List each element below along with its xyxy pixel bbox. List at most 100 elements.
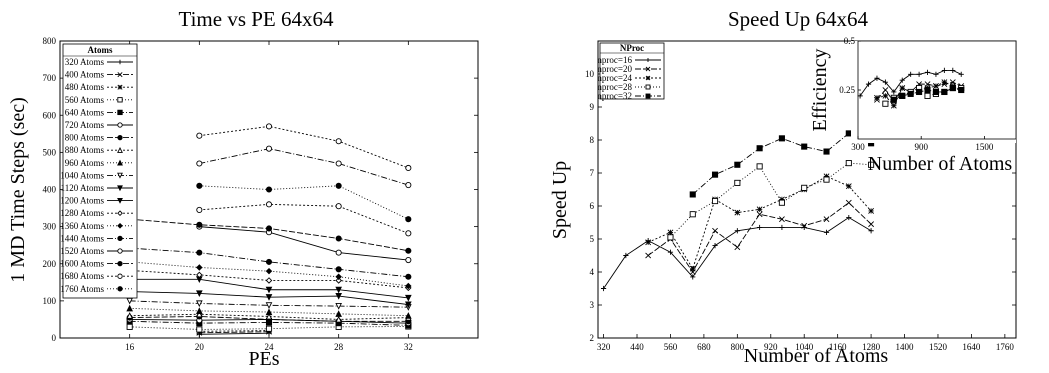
point-marker <box>645 239 652 246</box>
point-marker <box>899 85 906 91</box>
data-point <box>899 92 906 99</box>
point-marker <box>899 92 906 99</box>
plot-frame <box>597 40 1017 339</box>
series <box>196 123 412 172</box>
data-point <box>868 161 875 168</box>
data-point <box>196 290 203 298</box>
point-marker <box>265 277 273 284</box>
data-point <box>117 97 123 103</box>
data-point <box>712 243 718 249</box>
legend-label: 880 Atoms <box>65 145 105 155</box>
data-point <box>778 199 785 206</box>
data-point <box>117 59 123 65</box>
point-marker <box>335 138 342 145</box>
data-point <box>265 308 273 316</box>
data-point <box>335 303 342 310</box>
data-point <box>405 312 412 319</box>
point-marker <box>196 206 203 213</box>
data-point <box>335 249 342 256</box>
series-line <box>199 331 270 334</box>
legend-label: 960 Atoms <box>65 158 105 168</box>
data-point <box>823 148 830 155</box>
data-point <box>645 93 651 99</box>
x-tick-label: 1040 <box>795 342 814 352</box>
point-marker <box>916 88 923 96</box>
legend-box <box>62 43 138 299</box>
data-point <box>801 184 808 191</box>
legend-label: 1120 Atoms <box>61 183 105 193</box>
series-line <box>647 202 872 273</box>
series <box>667 160 875 241</box>
data-point <box>335 273 342 280</box>
legend-label: nproc=28 <box>597 82 632 92</box>
data-point <box>265 267 273 275</box>
data-point <box>890 96 897 103</box>
series <box>196 182 412 223</box>
data-point <box>405 282 412 290</box>
point-marker <box>845 130 852 137</box>
point-marker <box>265 225 273 232</box>
data-point <box>335 235 342 242</box>
legend-label: 560 Atoms <box>65 95 105 105</box>
data-point <box>335 277 342 284</box>
point-marker <box>117 122 123 128</box>
point-marker <box>645 84 651 90</box>
point-marker <box>757 224 763 231</box>
data-point <box>779 216 785 223</box>
y-tick-label: 3 <box>590 300 595 310</box>
x-tick-label: 1640 <box>962 342 981 352</box>
x-tick-label: 1760 <box>996 342 1015 352</box>
point-marker <box>882 87 889 93</box>
point-marker <box>882 79 888 85</box>
point-marker <box>335 266 342 273</box>
inset-series <box>857 67 964 99</box>
y-tick-label: 10 <box>585 69 595 79</box>
point-marker <box>196 182 203 189</box>
data-point <box>117 197 123 204</box>
x-tick-label: 560 <box>664 342 678 352</box>
x-tick-label: 1520 <box>929 342 948 352</box>
point-marker <box>405 282 412 290</box>
data-point <box>335 266 342 273</box>
point-marker <box>933 83 939 89</box>
point-marker <box>196 310 203 318</box>
data-point <box>924 86 931 94</box>
data-point <box>196 221 203 228</box>
x-tick-label: 32 <box>404 342 413 352</box>
data-point <box>757 224 763 231</box>
data-point <box>924 69 931 75</box>
inset-x-tick-label: 300 <box>851 142 865 152</box>
point-marker <box>196 264 203 271</box>
legend: Atoms 320 Atoms 400 Atoms 480 Atoms 560 Ato… <box>60 43 138 299</box>
data-point <box>779 224 785 231</box>
point-marker <box>335 310 342 317</box>
data-point <box>823 229 830 235</box>
data-point <box>126 304 133 312</box>
point-marker <box>689 191 696 198</box>
point-marker <box>405 273 412 280</box>
point-marker <box>335 249 342 256</box>
data-point <box>899 77 905 83</box>
y-tick-label: 6 <box>590 201 595 211</box>
data-point <box>265 312 273 320</box>
legend-title: Atoms <box>88 45 113 55</box>
data-point <box>868 208 875 214</box>
data-point <box>958 86 965 94</box>
data-point <box>823 216 830 223</box>
legend-label: nproc=16 <box>597 55 632 65</box>
point-marker <box>196 132 203 139</box>
x-tick-label: 1400 <box>896 342 915 352</box>
data-point <box>335 203 342 210</box>
data-point <box>667 249 674 255</box>
legend-label: 1520 Atoms <box>60 246 104 256</box>
legend-label: 720 Atoms <box>65 120 105 130</box>
point-marker <box>405 256 412 264</box>
data-point <box>117 273 123 279</box>
x-tick-label: 1160 <box>829 342 847 352</box>
point-marker <box>645 93 651 99</box>
data-point <box>868 221 875 228</box>
data-point <box>265 325 273 332</box>
point-marker <box>196 221 203 228</box>
data-point <box>117 260 123 267</box>
